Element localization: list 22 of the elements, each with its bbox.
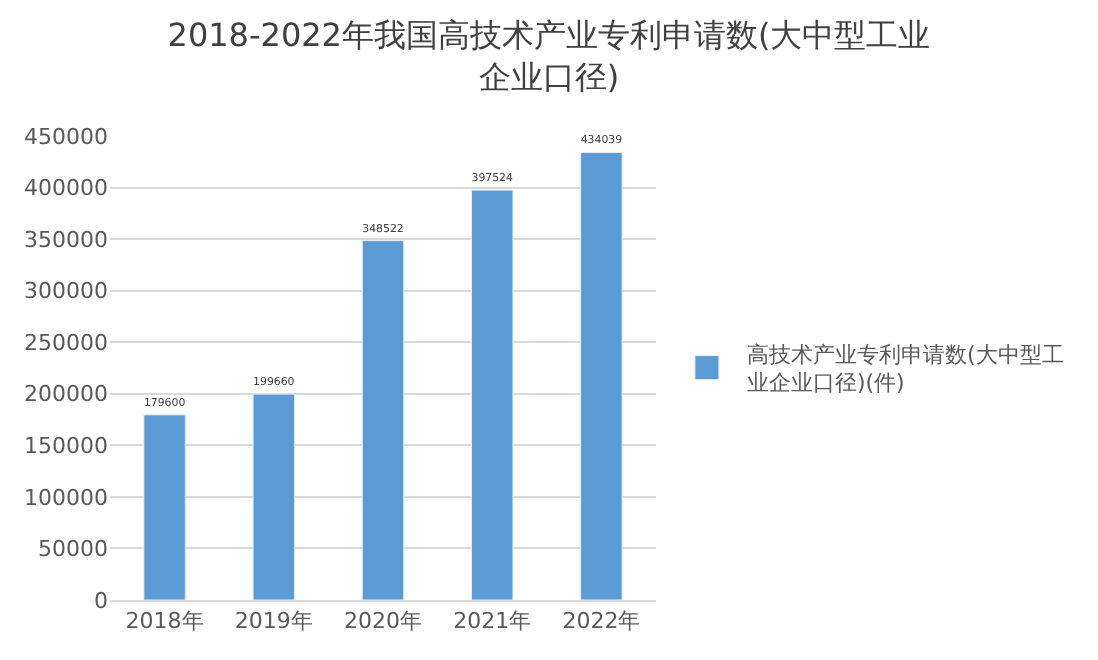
x-tick-label: 2022年 — [562, 608, 641, 635]
legend-label: 高技术产业专利申请数(大中型工业企业口径)(件) — [746, 341, 1064, 397]
chart-title: 2018-2022年我国高技术产业专利申请数(大中型工业企业口径) — [167, 16, 931, 96]
x-tick-label: 2021年 — [453, 608, 532, 635]
x-tick-label: 2018年 — [125, 608, 204, 635]
y-tick-label: 400000 — [24, 175, 108, 202]
y-tick-label: 300000 — [24, 278, 108, 305]
y-tick-label: 0 — [94, 587, 108, 614]
bar — [470, 189, 514, 600]
y-tick-label: 250000 — [24, 329, 108, 356]
y-tick-label: 150000 — [24, 433, 108, 460]
bar — [361, 240, 405, 600]
x-tick-label: 2019年 — [234, 608, 313, 635]
y-tick-label: 450000 — [24, 123, 108, 150]
y-tick-label: 100000 — [24, 484, 108, 511]
y-tick-label: 50000 — [38, 536, 108, 563]
bar — [252, 393, 296, 600]
bar — [580, 151, 623, 600]
y-tick-label: 200000 — [24, 381, 108, 408]
bar — [143, 414, 186, 600]
y-tick-label: 350000 — [24, 226, 108, 253]
x-tick-label: 2020年 — [344, 608, 422, 635]
